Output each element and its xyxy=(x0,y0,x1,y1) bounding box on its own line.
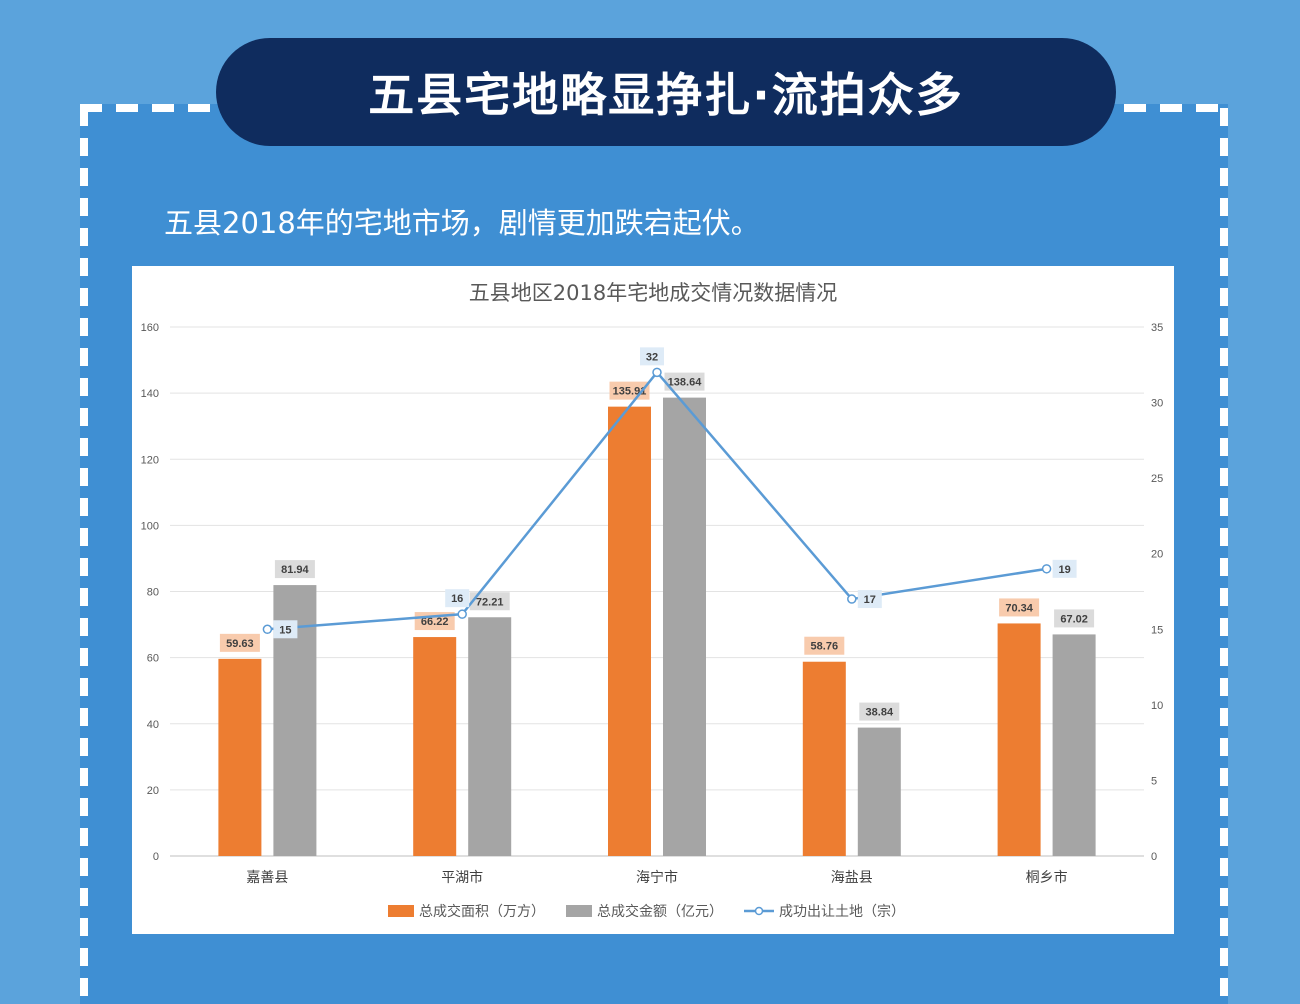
bar xyxy=(468,617,512,856)
data-label: 16 xyxy=(451,593,463,605)
data-label-box xyxy=(273,620,298,639)
x-category-label: 平湖市 xyxy=(441,869,483,886)
data-label: 67.02 xyxy=(1060,613,1088,625)
line-series xyxy=(267,370,1047,631)
legend-swatch xyxy=(566,905,592,917)
line-point xyxy=(847,594,857,604)
legend-label: 总成交面积（万方） xyxy=(419,903,545,920)
x-category-label: 海宁市 xyxy=(636,869,678,886)
data-label: 59.63 xyxy=(226,638,254,650)
data-label-box xyxy=(804,636,845,655)
line-point xyxy=(262,624,273,635)
y-left-tick-label: 0 xyxy=(153,851,159,863)
y-right-tick-label: 5 xyxy=(1151,775,1157,787)
data-label: 66.22 xyxy=(421,616,449,628)
data-label-box xyxy=(857,590,882,609)
legend-swatch xyxy=(388,905,414,917)
data-label: 19 xyxy=(1058,564,1070,576)
y-left-tick-label: 80 xyxy=(147,587,159,599)
data-label: 58.76 xyxy=(811,641,839,653)
y-left-tick-label: 100 xyxy=(141,520,159,532)
data-label-box xyxy=(445,589,470,608)
y-right-tick-label: 15 xyxy=(1151,624,1163,636)
line-point xyxy=(652,367,662,378)
data-label-box xyxy=(999,598,1040,617)
bar xyxy=(997,623,1041,856)
y-right-tick-label: 10 xyxy=(1151,700,1163,712)
data-label-box xyxy=(219,633,260,652)
data-label: 32 xyxy=(646,351,658,363)
data-label: 15 xyxy=(279,624,291,636)
y-left-tick-label: 140 xyxy=(141,388,159,400)
data-label: 17 xyxy=(864,594,876,606)
y-left-tick-label: 40 xyxy=(147,719,159,731)
bar xyxy=(1052,634,1096,856)
data-label: 138.64 xyxy=(668,377,703,389)
data-label: 81.94 xyxy=(281,564,309,576)
data-label-box xyxy=(859,702,900,721)
y-right-tick-label: 20 xyxy=(1151,549,1163,561)
y-left-tick-label: 120 xyxy=(141,454,159,466)
y-right-tick-label: 0 xyxy=(1151,851,1157,863)
data-label: 70.34 xyxy=(1005,602,1033,614)
y-right-tick-label: 30 xyxy=(1151,398,1163,410)
page-title: 五县宅地略显挣扎·流拍众多 xyxy=(368,68,964,122)
data-label: 38.84 xyxy=(866,707,894,719)
y-left-tick-label: 160 xyxy=(141,322,159,334)
page-title-banner: 五县宅地略显挣扎·流拍众多 xyxy=(216,38,1116,146)
chart-title: 五县地区2018年宅地成交情况数据情况 xyxy=(469,281,837,305)
bar xyxy=(802,661,846,856)
intro-text: 五县2018年的宅地市场，剧情更加跌宕起伏。 xyxy=(164,206,760,240)
chart-container: 五县地区2018年宅地成交情况数据情况 0 20 40 60 80 100 120 140 160… xyxy=(132,266,1174,934)
x-category-label: 海盐县 xyxy=(831,870,873,886)
bar xyxy=(413,637,457,856)
y-left-tick-label: 60 xyxy=(147,653,159,665)
y-right-tick-label: 35 xyxy=(1151,322,1163,334)
y-left-tick-label: 20 xyxy=(147,785,159,797)
line-point xyxy=(457,609,467,619)
data-label-box xyxy=(1052,559,1077,578)
data-label-box xyxy=(664,372,705,391)
bar xyxy=(608,406,651,856)
data-label-box xyxy=(640,347,664,366)
data-label-box xyxy=(274,560,315,579)
line-point xyxy=(1041,564,1052,574)
legend-label: 成功出让土地（宗） xyxy=(779,904,905,920)
combo-chart: 五县地区2018年宅地成交情况数据情况020406080100120140160… xyxy=(141,281,1164,920)
legend-marker xyxy=(754,906,764,916)
legend-label: 总成交金额（亿元） xyxy=(597,903,723,920)
bar xyxy=(663,397,706,856)
bar xyxy=(857,727,901,856)
x-category-label: 嘉善县 xyxy=(246,870,288,886)
data-label: 72.21 xyxy=(476,596,504,608)
y-right-tick-label: 25 xyxy=(1151,473,1163,485)
x-category-label: 桐乡市 xyxy=(1026,869,1068,886)
data-label-box xyxy=(469,592,510,611)
bar xyxy=(218,658,262,856)
data-label-box xyxy=(1054,609,1095,628)
